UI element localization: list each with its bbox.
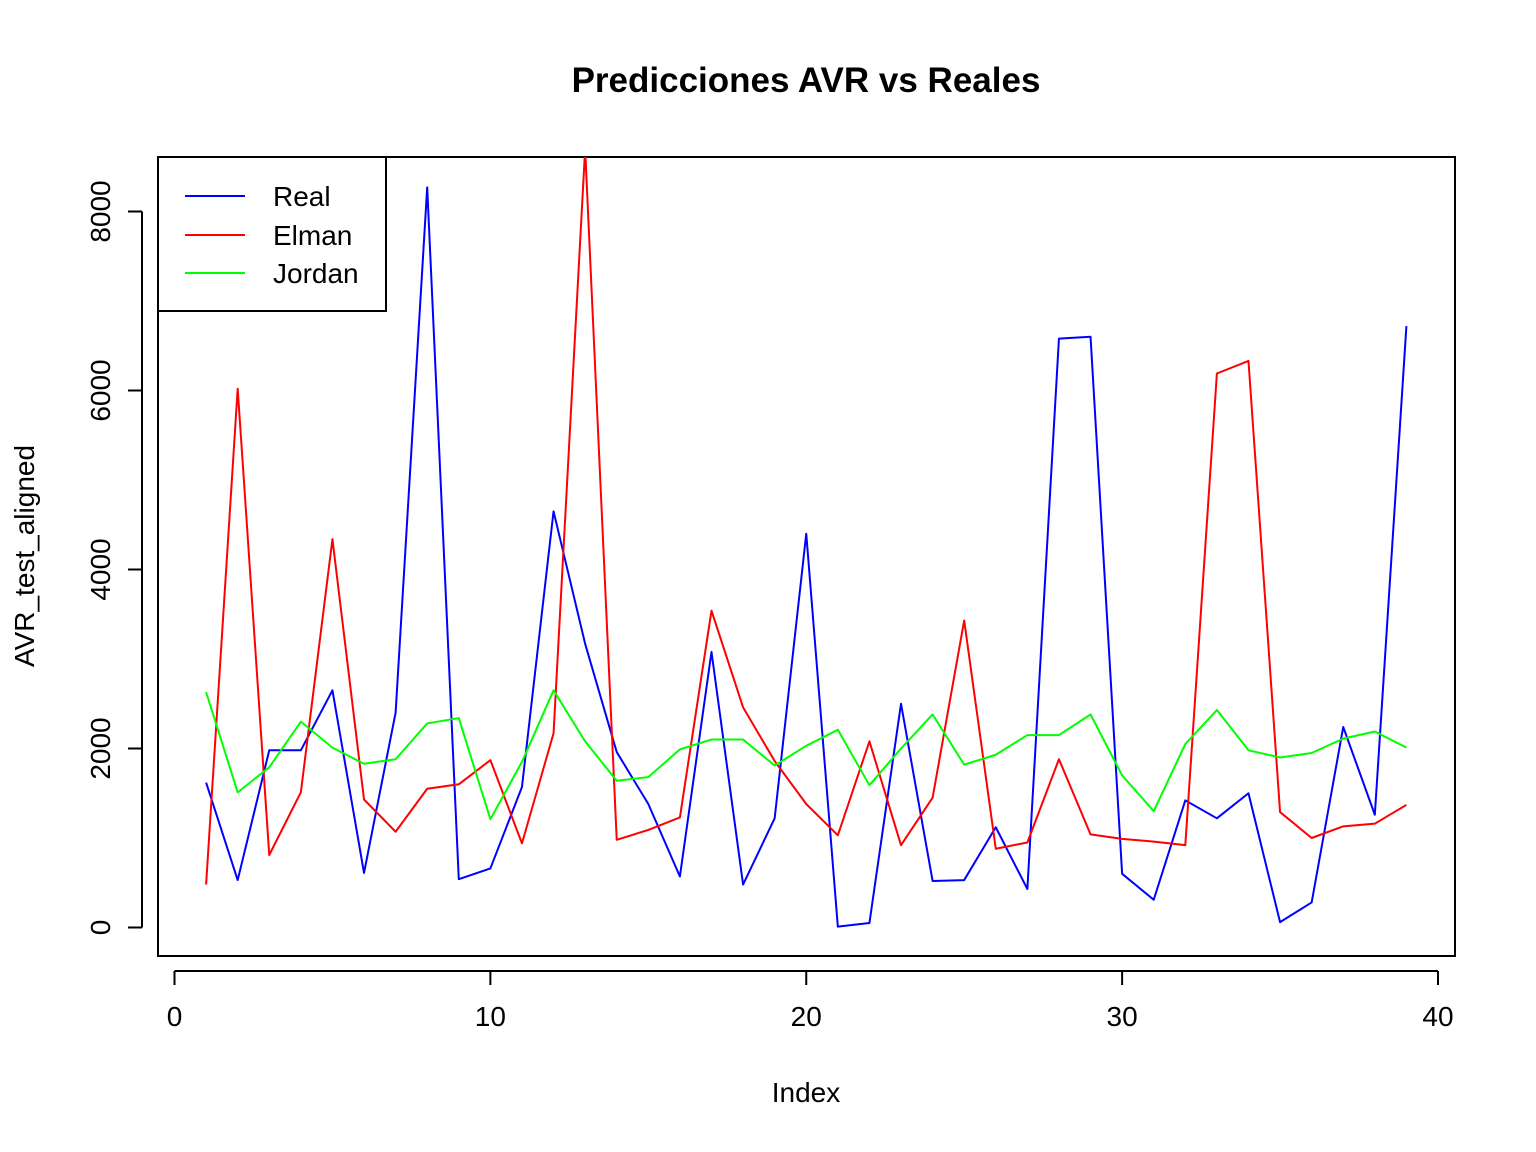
- series-line-real: [205, 186, 1408, 928]
- x-tick-label: 40: [1422, 1001, 1453, 1032]
- legend-label-real: Real: [273, 181, 331, 212]
- legend-item-jordan: Jordan: [185, 258, 359, 289]
- y-tick-label: 0: [85, 920, 116, 936]
- x-axis-label: Index: [772, 1077, 841, 1108]
- series-layer: [205, 157, 1408, 928]
- y-tick-label: 4000: [85, 538, 116, 600]
- legend-item-real: Real: [185, 181, 331, 212]
- x-tick-label: 10: [475, 1001, 506, 1032]
- series-line-elman: [205, 157, 1407, 885]
- series-line-jordan: [205, 689, 1407, 821]
- legend-label-jordan: Jordan: [273, 258, 359, 289]
- legend-item-elman: Elman: [185, 220, 352, 251]
- y-axis-label: AVR_test_aligned: [9, 445, 40, 667]
- y-axis: 0 2000 4000 6000 8000: [85, 180, 143, 936]
- x-tick-label: 20: [791, 1001, 822, 1032]
- legend: Real Elman Jordan: [157, 156, 387, 312]
- chart-title: Predicciones AVR vs Reales: [572, 61, 1041, 100]
- plot-frame: [157, 156, 1456, 957]
- y-tick-label: 2000: [85, 717, 116, 779]
- y-tick-label: 8000: [85, 180, 116, 242]
- legend-label-elman: Elman: [273, 220, 352, 251]
- x-tick-label: 30: [1107, 1001, 1138, 1032]
- x-tick-label: 0: [167, 1001, 183, 1032]
- y-tick-label: 6000: [85, 359, 116, 421]
- x-axis: 0 10 20 30 40: [167, 970, 1454, 1032]
